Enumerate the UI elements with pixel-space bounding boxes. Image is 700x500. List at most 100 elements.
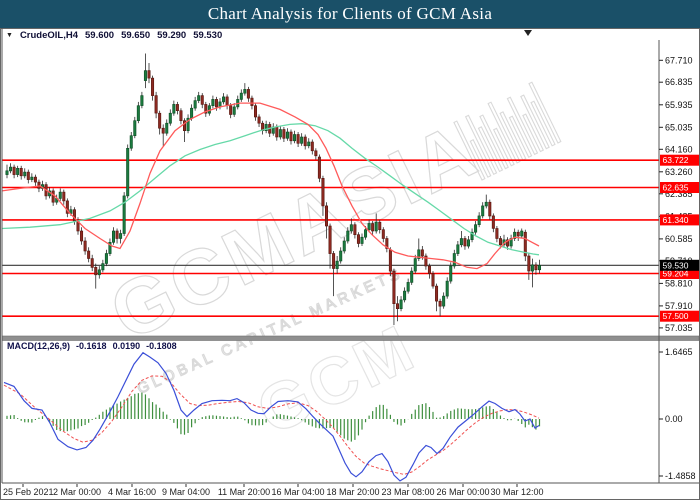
candle-body (303, 136, 307, 147)
candle-body (289, 131, 293, 142)
symbol-dropdown-icon[interactable]: ▼ (6, 31, 13, 39)
candle-body (498, 238, 502, 246)
symbol-label: CrudeOIL,H4 (19, 29, 78, 41)
candle-body (151, 77, 155, 96)
candle-body (317, 156, 321, 179)
watermark-bar (492, 127, 515, 167)
candle-body (431, 273, 435, 287)
candle-body (328, 225, 332, 254)
watermark-bar (487, 101, 521, 164)
candle-body (356, 234, 360, 244)
candle-body (456, 244, 460, 254)
candle-body (285, 131, 289, 139)
candle-body (378, 221, 382, 230)
candle-body (293, 134, 297, 142)
macd-scale-label: -1.4858 (665, 471, 696, 481)
candle-body (395, 303, 399, 310)
candle-body (190, 107, 194, 119)
candle-body (165, 122, 169, 134)
candle-body (360, 236, 364, 244)
candle-body (506, 239, 510, 247)
candle-body (371, 223, 375, 232)
candle-body (51, 190, 55, 203)
candle-body (342, 240, 346, 252)
candle-body (232, 106, 236, 115)
candle-body (335, 260, 339, 269)
candle-body (470, 231, 474, 240)
candle-body (466, 239, 470, 247)
candle-body (438, 300, 442, 307)
price-tick-label: 67.710 (665, 55, 693, 65)
candle-body (427, 265, 431, 274)
candle-body (424, 255, 428, 267)
price-tick-label: 62.385 (665, 189, 693, 199)
page-title: Chart Analysis for Clients of GCM Asia (207, 4, 493, 23)
candle-body (307, 141, 311, 147)
price-axis[interactable]: 67.710 66.835 65.935 65.035 64.160 63.260 62.3… (659, 55, 699, 481)
candle-body (367, 223, 371, 231)
candle-body (94, 266, 98, 276)
candle-body (332, 253, 336, 269)
candle-body (523, 231, 527, 257)
price-tick-label: 57.035 (665, 323, 693, 333)
watermark-bar (479, 114, 509, 170)
candle-body (97, 269, 101, 276)
candle-body (388, 249, 392, 272)
candle-body (33, 176, 37, 183)
candle-body (12, 166, 16, 175)
candle-body (364, 229, 368, 238)
candle-body (353, 224, 357, 235)
level-price-tag-text: 59.204 (663, 269, 689, 279)
level-price-tag-text: 61.340 (663, 215, 689, 225)
watermark-barcode (453, 81, 562, 181)
candle-body (243, 89, 247, 94)
candle-body (143, 70, 147, 81)
macd-scale-label: 0.00 (665, 414, 683, 424)
watermark-bar (499, 111, 527, 161)
candle-body (62, 191, 66, 202)
candle-body (491, 215, 495, 229)
candle-body (193, 100, 197, 109)
ma-fast-line (1, 102, 540, 270)
candle-body (516, 231, 520, 237)
candle-body (474, 224, 478, 233)
candle-body (527, 255, 531, 272)
candle-body (108, 242, 112, 254)
price-tick-label: 66.835 (665, 77, 693, 87)
watermark-bar (528, 81, 562, 144)
candle-body (346, 230, 350, 242)
price-tick-label: 64.160 (665, 144, 693, 154)
candle-body (26, 171, 30, 180)
ohlc-open: 59.600 (85, 29, 115, 41)
candle-body (119, 233, 123, 239)
candle-body (140, 95, 144, 106)
candle-body (9, 166, 13, 172)
candle-body (104, 253, 108, 264)
time-axis[interactable]: 25 Feb 2021 2 Mar 00:00 4 Mar 16:00 9 Mar 0… (3, 484, 544, 497)
candle-body (23, 171, 27, 177)
candle-body (112, 230, 116, 243)
macd-indicator-label: MACD(12,26,9) -0.1618 0.0190 -0.1808 (7, 341, 177, 351)
candle-body (385, 238, 389, 249)
candle-body (122, 195, 126, 234)
time-tick-label: 26 Mar 00:00 (436, 487, 489, 497)
watermark-bar (469, 139, 492, 178)
level-price-tag (660, 182, 699, 193)
candle-body (403, 290, 407, 301)
level-price-tag-text: 57.500 (663, 311, 689, 321)
candle-body (115, 230, 119, 239)
candle-body (183, 120, 187, 131)
macd-main-line (3, 351, 540, 482)
watermark-bar (464, 114, 498, 176)
candle-body (229, 105, 233, 115)
candle-body (214, 99, 218, 108)
candle-body (399, 299, 403, 309)
candle-body (442, 295, 446, 307)
watermark-bar (520, 94, 550, 150)
candle-body (495, 228, 499, 239)
candle-body (392, 270, 396, 305)
candle-body (435, 285, 439, 302)
price-tick-label: 58.810 (665, 278, 693, 288)
candle-body (513, 231, 517, 239)
